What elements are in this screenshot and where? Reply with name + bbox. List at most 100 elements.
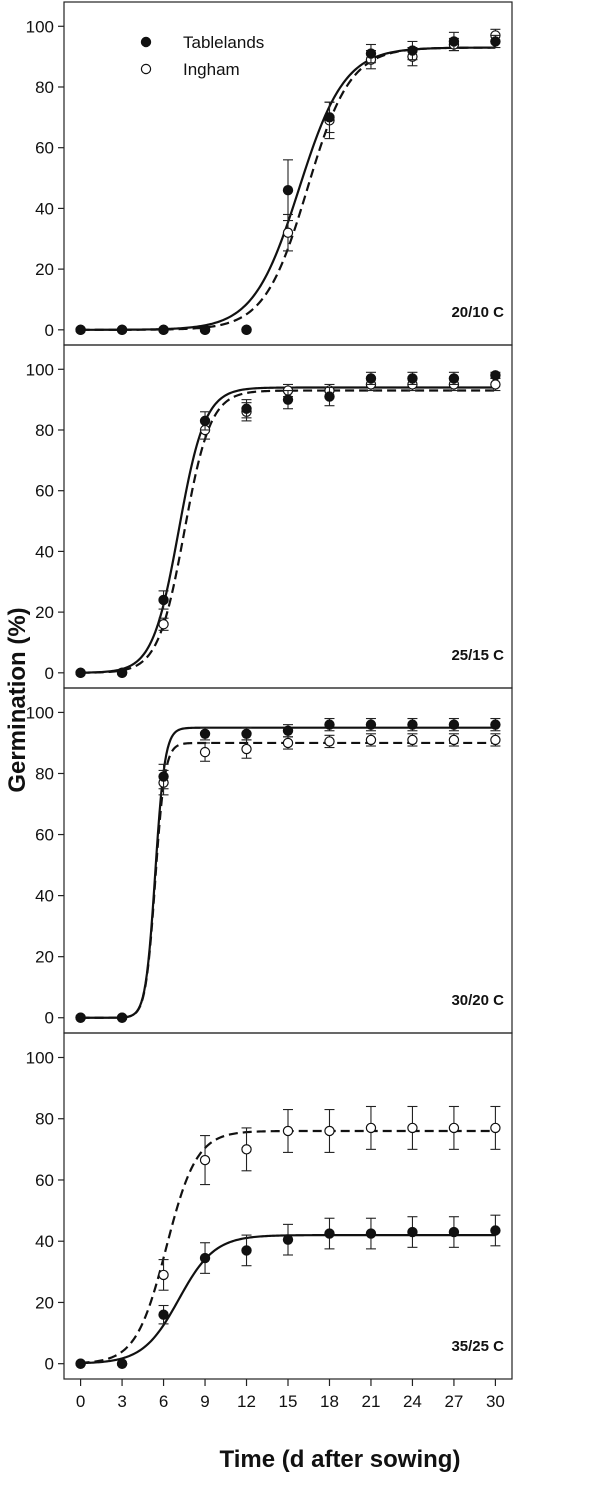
tablelands-point: [158, 324, 169, 336]
y-tick-label: 0: [45, 664, 54, 683]
y-tick-label: 100: [26, 17, 54, 36]
panel-label: 20/10 C: [451, 304, 504, 321]
y-tick-label: 0: [45, 1355, 54, 1374]
y-tick-label: 100: [26, 360, 54, 379]
tablelands-point: [116, 667, 128, 679]
tablelands-fit-curve: [80, 386, 496, 674]
y-tick-label: 0: [45, 321, 54, 340]
tablelands-point: [75, 1012, 86, 1023]
x-axis-title: Time (d after sowing): [220, 1446, 461, 1473]
legend-marker-tablelands: [140, 36, 152, 48]
tablelands-point: [158, 771, 169, 782]
tablelands-point: [448, 1226, 460, 1238]
tablelands-point: [75, 324, 86, 336]
tablelands-point: [407, 45, 418, 56]
y-tick-label: 100: [26, 1048, 54, 1067]
ingham-point: [158, 1269, 169, 1281]
tablelands-point: [490, 1225, 501, 1236]
tablelands-point: [324, 1228, 335, 1239]
y-axis-title: Germination (%): [4, 607, 31, 792]
panel-frame: [63, 1032, 513, 1380]
panel-1: 0 20 40 60 80 100 20/10 C Tablelands Ingham: [26, 1, 513, 346]
tablelands-point: [407, 1226, 418, 1238]
ingham-point: [241, 1144, 252, 1155]
y-tick-label: 80: [35, 1110, 54, 1129]
y-tick-label: 80: [35, 764, 54, 783]
y-tick-label: 20: [35, 1293, 54, 1312]
x-tick-label: 27: [444, 1392, 463, 1411]
y-tick-label: 40: [35, 1232, 54, 1251]
tablelands-point: [199, 415, 211, 427]
ingham-point: [490, 379, 501, 390]
ingham-point: [324, 736, 335, 747]
tablelands-point: [365, 373, 377, 384]
ingham-point: [158, 619, 169, 630]
tablelands-point: [158, 1309, 169, 1320]
tablelands-point: [365, 1228, 377, 1239]
panel-2: 0 20 40 60 80 100 25/15 C: [26, 344, 513, 689]
ingham-point: [241, 743, 252, 755]
y-tick-label: 60: [35, 139, 54, 158]
tablelands-point: [448, 36, 460, 47]
ingham-point: [365, 734, 377, 746]
y-tick-label: 80: [35, 421, 54, 440]
tablelands-point: [490, 36, 501, 47]
tablelands-point: [282, 725, 294, 736]
y-tick-label: 100: [26, 703, 54, 722]
y-tick-label: 0: [45, 1009, 54, 1028]
y-tick-label: 60: [35, 826, 54, 845]
x-tick-label: 9: [200, 1392, 209, 1411]
tablelands-point: [241, 403, 252, 414]
ingham-point: [324, 1125, 335, 1137]
tablelands-point: [116, 1012, 128, 1023]
ingham-fit-curve: [80, 741, 496, 1019]
ingham-point: [199, 746, 211, 758]
tablelands-point: [199, 728, 211, 739]
tablelands-point: [282, 1234, 294, 1245]
x-tick-label: 15: [279, 1392, 298, 1411]
tablelands-point: [75, 667, 86, 679]
ingham-point: [448, 1122, 460, 1134]
y-tick-label: 60: [35, 482, 54, 501]
tablelands-point: [116, 324, 128, 336]
x-tick-label: 0: [76, 1392, 85, 1411]
legend-label-ingham: Ingham: [183, 60, 240, 79]
tablelands-point: [407, 719, 418, 730]
y-tick-label: 40: [35, 542, 54, 561]
panel-label: 35/25 C: [451, 1338, 504, 1355]
panel-3: 0 20 40 60 80 100 30/20 C: [26, 687, 513, 1034]
tablelands-point: [324, 112, 335, 123]
panel-label: 25/15 C: [451, 647, 504, 664]
tablelands-point: [448, 373, 460, 384]
panel-label: 30/20 C: [451, 992, 504, 1009]
ingham-point: [282, 1125, 294, 1137]
ingham-fit-curve: [80, 389, 496, 674]
x-tick-label: 24: [403, 1392, 422, 1411]
tablelands-point: [324, 391, 335, 402]
tablelands-point: [241, 728, 252, 739]
tablelands-point: [448, 719, 460, 730]
ingham-point: [448, 734, 460, 746]
y-tick-label: 20: [35, 603, 54, 622]
ingham-point: [407, 734, 418, 746]
x-tick-label: 6: [159, 1392, 168, 1411]
tablelands-point: [75, 1358, 86, 1369]
y-tick-label: 40: [35, 199, 54, 218]
legend-marker-ingham: [140, 63, 152, 75]
tablelands-point: [324, 719, 335, 730]
tablelands-point: [199, 1252, 211, 1264]
x-tick-label: 3: [117, 1392, 126, 1411]
legend-label-tablelands: Tablelands: [183, 33, 264, 52]
ingham-point: [407, 1122, 418, 1134]
tablelands-fit-curve: [80, 726, 496, 1019]
ingham-point: [490, 1122, 501, 1134]
panel-4: 0 20 40 60 80 100 35/25 C: [26, 1032, 513, 1380]
tablelands-point: [241, 1245, 252, 1256]
y-tick-label: 20: [35, 260, 54, 279]
ingham-fit-curve: [80, 46, 496, 331]
ingham-point: [490, 734, 501, 746]
ingham-point: [365, 1122, 377, 1134]
tablelands-point: [116, 1358, 128, 1369]
